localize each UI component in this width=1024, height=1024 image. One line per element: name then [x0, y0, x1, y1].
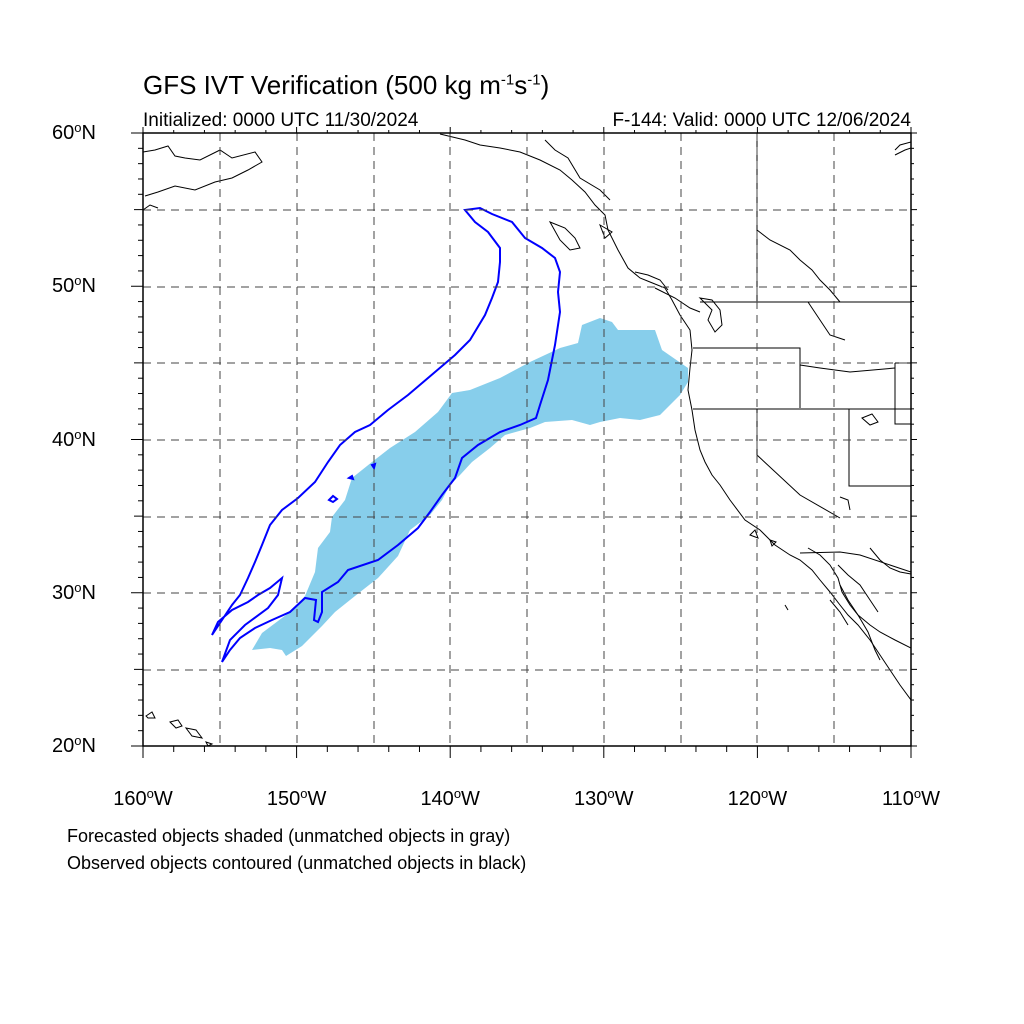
lon-label-120: 120oW	[727, 786, 788, 810]
chart-title: GFS IVT Verification (500 kg m-1s-1)	[143, 70, 550, 100]
lon-label-110: 110oW	[881, 786, 941, 810]
observed-small-contour-1	[327, 494, 339, 504]
lat-label-50: 50oN	[52, 273, 96, 298]
lon-label-130: 130oW	[574, 786, 634, 810]
forecast-ivt-object	[252, 318, 688, 656]
axis-ticks	[131, 127, 917, 758]
lon-label-140: 140oW	[420, 786, 480, 810]
observed-small-contour-3	[370, 462, 377, 471]
observed-small-contour-2	[346, 474, 355, 481]
political-borders	[693, 134, 911, 573]
lon-label-160: 160oW	[113, 786, 173, 810]
observed-ivt-contour	[211, 206, 562, 663]
lat-label-60: 60oN	[52, 120, 96, 144]
legend-forecast-note: Forecasted objects shaded (unmatched obj…	[67, 826, 511, 846]
lat-label-20: 20oN	[52, 733, 96, 757]
valid-time-label: F-144: Valid: 0000 UTC 12/06/2024	[612, 110, 911, 131]
lon-label-150: 150oW	[266, 786, 327, 810]
graticule	[143, 133, 911, 746]
lat-label-40: 40oN	[52, 426, 96, 451]
legend-observed-note: Observed objects contoured (unmatched ob…	[67, 853, 527, 873]
lat-label-30: 30oN	[52, 579, 96, 604]
init-time-label: Initialized: 0000 UTC 11/30/2024	[143, 110, 419, 131]
